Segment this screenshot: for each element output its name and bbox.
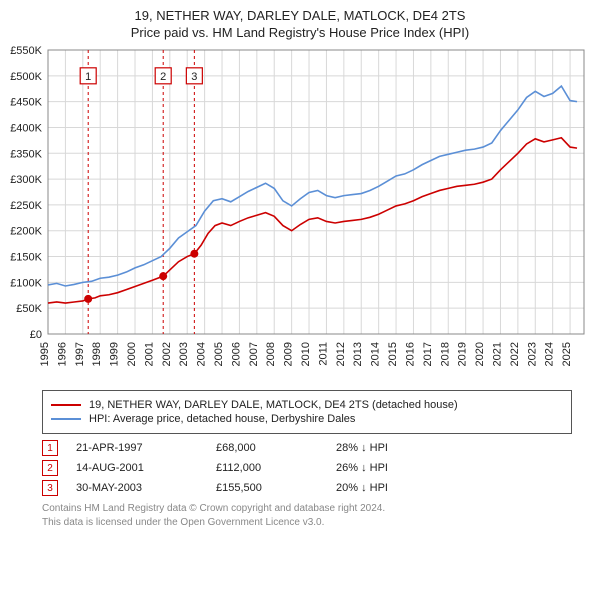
svg-text:£400K: £400K [10,122,42,134]
svg-text:£550K: £550K [10,45,42,57]
event-date: 30-MAY-2003 [76,482,216,494]
svg-text:£250K: £250K [10,200,42,212]
footer-note: Contains HM Land Registry data © Crown c… [42,502,572,529]
svg-text:£0: £0 [30,329,42,341]
chart-svg: £0 £50K £100K £150K £200K £250K £300K £350K £400… [0,44,600,384]
legend-label: 19, NETHER WAY, DARLEY DALE, MATLOCK, DE… [89,399,458,411]
svg-text:£500K: £500K [10,71,42,83]
svg-text:2020: 2020 [474,342,486,366]
footer-line-2: This data is licensed under the Open Gov… [42,516,572,530]
legend: 19, NETHER WAY, DARLEY DALE, MATLOCK, DE… [42,390,572,434]
event-price: £112,000 [216,462,336,474]
svg-text:2008: 2008 [265,342,277,366]
svg-text:2009: 2009 [283,342,295,366]
title-line-1: 19, NETHER WAY, DARLEY DALE, MATLOCK, DE… [10,8,590,23]
svg-text:2011: 2011 [317,342,329,366]
svg-text:2010: 2010 [300,342,312,366]
event-badge: 2 [42,460,58,476]
svg-text:2001: 2001 [143,342,155,366]
footer-line-1: Contains HM Land Registry data © Crown c… [42,502,572,516]
event-badge: 3 [42,480,58,496]
svg-text:2015: 2015 [387,342,399,366]
chart-title: 19, NETHER WAY, DARLEY DALE, MATLOCK, DE… [0,0,600,44]
svg-text:2: 2 [160,71,166,83]
svg-text:2019: 2019 [457,342,469,366]
legend-swatch [51,404,81,406]
svg-text:1999: 1999 [109,342,121,366]
event-row: 3 30-MAY-2003£155,50020% ↓ HPI [42,480,572,496]
event-diff: 28% ↓ HPI [336,442,456,454]
svg-text:2016: 2016 [404,342,416,366]
legend-row: 19, NETHER WAY, DARLEY DALE, MATLOCK, DE… [51,399,563,411]
event-diff: 20% ↓ HPI [336,482,456,494]
svg-text:2000: 2000 [126,342,138,366]
svg-text:£100K: £100K [10,277,42,289]
svg-text:2006: 2006 [230,342,242,366]
event-price: £68,000 [216,442,336,454]
svg-text:2014: 2014 [370,342,382,366]
event-date: 14-AUG-2001 [76,462,216,474]
svg-text:1998: 1998 [91,342,103,366]
svg-text:£50K: £50K [16,303,42,315]
svg-text:2002: 2002 [161,342,173,366]
svg-text:2022: 2022 [509,342,521,366]
legend-swatch [51,418,81,420]
svg-text:2003: 2003 [178,342,190,366]
chart-plot: £0 £50K £100K £150K £200K £250K £300K £350K £400… [0,44,600,384]
event-row: 2 14-AUG-2001£112,00026% ↓ HPI [42,460,572,476]
event-date: 21-APR-1997 [76,442,216,454]
svg-text:2017: 2017 [422,342,434,366]
svg-text:1: 1 [85,71,91,83]
svg-text:£200K: £200K [10,226,42,238]
svg-text:1997: 1997 [74,342,86,366]
event-row: 1 21-APR-1997£68,00028% ↓ HPI [42,440,572,456]
svg-text:£300K: £300K [10,174,42,186]
svg-text:3: 3 [191,71,197,83]
svg-text:£350K: £350K [10,148,42,160]
title-line-2: Price paid vs. HM Land Registry's House … [10,25,590,40]
svg-text:£450K: £450K [10,97,42,109]
svg-text:2007: 2007 [248,342,260,366]
svg-text:2005: 2005 [213,342,225,366]
event-list: 1 21-APR-1997£68,00028% ↓ HPI 2 14-AUG-2001… [42,440,572,496]
svg-text:2012: 2012 [335,342,347,366]
svg-text:£150K: £150K [10,252,42,264]
svg-text:2018: 2018 [439,342,451,366]
event-badge: 1 [42,440,58,456]
chart-container: { "title": { "line1": "19, NETHER WAY, D… [0,0,600,529]
svg-text:2025: 2025 [561,342,573,366]
svg-text:2004: 2004 [196,342,208,366]
svg-text:2021: 2021 [491,342,503,366]
legend-row: HPI: Average price, detached house, Derb… [51,413,563,425]
event-diff: 26% ↓ HPI [336,462,456,474]
legend-label: HPI: Average price, detached house, Derb… [89,413,355,425]
svg-text:2024: 2024 [544,342,556,366]
svg-text:1995: 1995 [39,342,51,366]
svg-text:2023: 2023 [526,342,538,366]
event-price: £155,500 [216,482,336,494]
svg-text:1996: 1996 [56,342,68,366]
svg-text:2013: 2013 [352,342,364,366]
